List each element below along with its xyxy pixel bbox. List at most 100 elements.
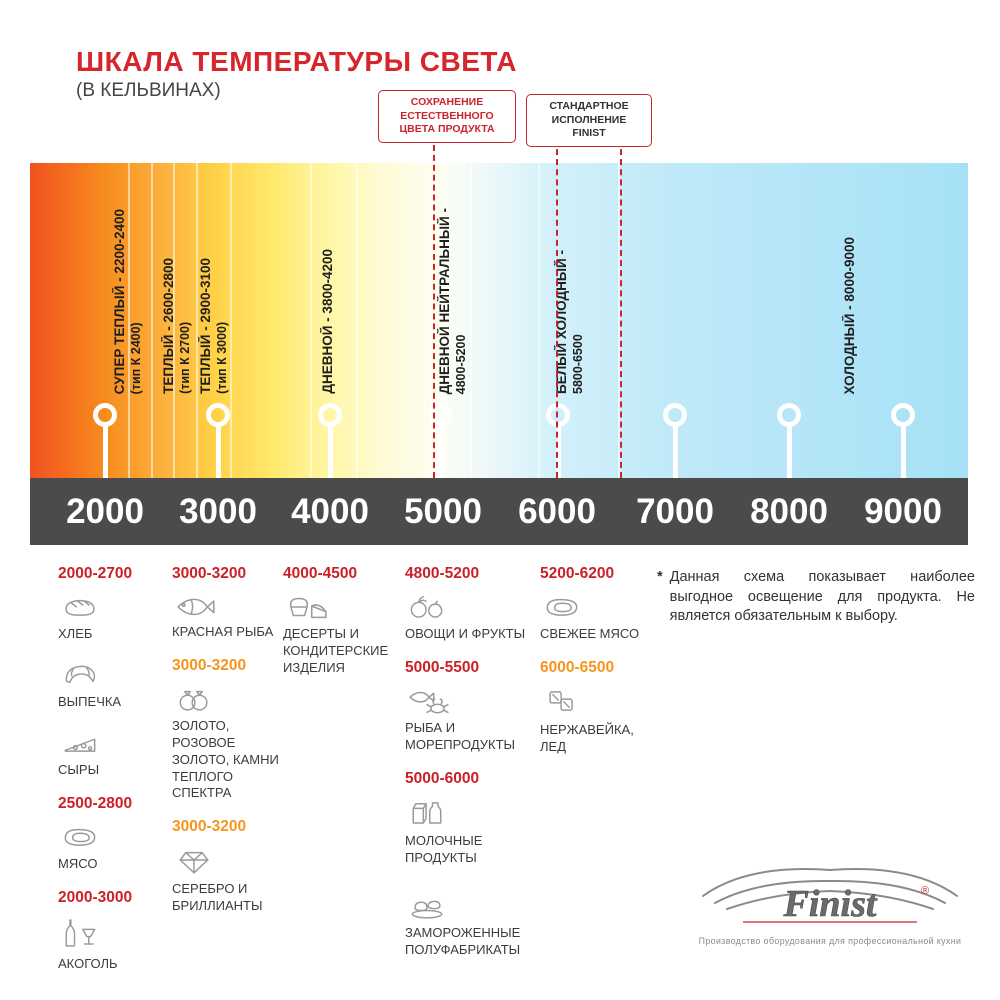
dashed-line-4900 <box>433 145 435 478</box>
food-item: ДЕСЕРТЫ И КОНДИТЕРСКИЕ ИЗДЕЛИЯ <box>283 589 395 677</box>
marker-5000 <box>428 403 452 427</box>
brand-logo: Finist ® Производство оборудования для п… <box>685 858 975 946</box>
range-badge: 2000-2700 <box>58 565 133 582</box>
fruits-icon <box>410 596 443 618</box>
food-label: ЗОЛОТО, РОЗОВОЕ ЗОЛОТО, КАМНИ ТЕПЛОГО СП… <box>172 717 279 801</box>
food-column-3: 4000-4500 ДЕСЕРТЫ И КОНДИТЕРСКИЕ ИЗДЕЛИЯ <box>283 565 395 691</box>
food-column-4: 4800-5200 ОВОЩИ И ФРУКТЫ 5000-5500 РЫБА … <box>405 565 533 973</box>
marker-stem <box>215 425 221 478</box>
food-label: ЗАМОРОЖЕННЫЕ ПОЛУФАБРИКАТЫ <box>405 925 521 958</box>
range-badge: 2500-2800 <box>58 794 133 812</box>
marker-stem <box>327 425 333 478</box>
ice-cubes-icon <box>549 690 573 711</box>
segment-label-super-warm: СУПЕР ТЕПЛЫЙ - 2200-2400 (тип К 2400) <box>112 208 143 394</box>
callout-line: ЕСТЕСТВЕННОГО <box>400 109 494 122</box>
range-badge: 5000-6000 <box>405 769 480 787</box>
callout-natural-color: СОХРАНЕНИЕ ЕСТЕСТВЕННОГО ЦВЕТА ПРОДУКТА <box>378 90 516 143</box>
kelvin-axis: 2000 3000 4000 5000 6000 7000 8000 9000 <box>30 478 968 545</box>
food-label: МОЛОЧНЫЕ ПРОДУКТЫ <box>405 832 483 865</box>
axis-tick: 2000 <box>66 492 144 531</box>
food-column-2: 3000-3200 КРАСНАЯ РЫБА 3000-3200 ЗОЛОТО,… <box>172 565 284 929</box>
croissant-icon <box>65 665 96 683</box>
food-label: СЫРЫ <box>58 761 100 777</box>
range-badge: 6000-6500 <box>540 658 615 676</box>
callout-line: СОХРАНЕНИЕ <box>410 96 484 108</box>
dairy-icon <box>412 801 442 824</box>
brand-tagline: Производство оборудования для профессион… <box>698 936 962 946</box>
callout-line: FINIST <box>572 127 606 140</box>
range-badge: 5200-6200 <box>540 565 615 582</box>
marker-4000 <box>318 403 342 427</box>
meat-icon <box>64 828 96 846</box>
food-label: ВЫПЕЧКА <box>58 693 122 709</box>
rings-icon <box>179 690 208 711</box>
marker-8000 <box>777 403 801 427</box>
food-item: ХЛЕБ <box>58 589 163 643</box>
range-badge: 2000-3000 <box>58 888 133 906</box>
marker-2000 <box>93 403 117 427</box>
axis-tick: 3000 <box>179 492 257 531</box>
segment-divider <box>470 163 472 478</box>
registered-mark: ® <box>921 885 929 897</box>
food-label: АКОГОЛЬ <box>58 955 118 971</box>
food-label: ХЛЕБ <box>58 626 93 641</box>
marker-stem <box>437 425 443 478</box>
dessert-icon <box>289 597 327 619</box>
bread-icon <box>65 599 95 616</box>
food-item: ЗАМОРОЖЕННЫЕ ПОЛУФАБРИКАТЫ <box>405 888 533 959</box>
food-item: СВЕЖЕЕ МЯСО <box>540 589 645 643</box>
marker-stem <box>786 425 792 478</box>
range-badge: 5000-5500 <box>405 658 480 676</box>
range-badge: 3000-3200 <box>172 565 247 582</box>
footnote-asterisk: * <box>657 569 663 585</box>
axis-tick: 4000 <box>291 492 369 531</box>
segment-divider <box>356 163 358 478</box>
segment-divider <box>538 163 540 478</box>
diamond-icon <box>179 852 209 874</box>
marker-stem <box>672 425 678 478</box>
axis-tick: 9000 <box>864 492 942 531</box>
axis-tick: 8000 <box>750 492 828 531</box>
segment-label-warm-3000: ТЕПЛЫЙ - 2900-3100 (тип К 3000) <box>198 258 229 394</box>
callout-finist-standard: СТАНДАРТНОЕ ИСПОЛНЕНИЕ FINIST <box>526 94 652 147</box>
footnote-text: Данная схема показывает наиболее выгодно… <box>669 569 975 625</box>
axis-tick: 6000 <box>518 492 596 531</box>
callout-line: ЦВЕТА ПРОДУКТА <box>399 123 495 136</box>
marker-stem <box>900 425 906 478</box>
frozen-food-icon <box>411 901 443 920</box>
callout-line: ИСПОЛНЕНИЕ <box>551 113 627 126</box>
temperature-gradient-band: СУПЕР ТЕПЛЫЙ - 2200-2400 (тип К 2400) ТЕ… <box>30 163 968 478</box>
food-label: ОВОЩИ И ФРУКТЫ <box>405 626 526 641</box>
segment-label-daylight: ДНЕВНОЙ - 3800-4200 <box>320 249 335 394</box>
food-label: НЕРЖАВЕЙКА, ЛЕД <box>540 721 634 754</box>
food-item: МОЛОЧНЫЕ ПРОДУКТЫ <box>405 794 533 867</box>
range-badge: 4800-5200 <box>405 565 480 582</box>
food-label: МЯСО <box>58 855 98 871</box>
food-item: МЯСО <box>58 819 163 873</box>
marker-6000 <box>546 403 570 427</box>
dashed-line-6500 <box>620 139 622 478</box>
segment-divider <box>151 163 153 478</box>
segment-divider <box>173 163 175 478</box>
segment-divider <box>196 163 198 478</box>
food-item: СЕРЕБРО И БРИЛЛИАНТЫ <box>172 842 284 915</box>
page-subtitle: (В КЕЛЬВИНАХ) <box>76 80 221 101</box>
segment-divider <box>424 163 426 478</box>
fish-icon <box>177 598 215 616</box>
alcohol-icon <box>65 918 96 947</box>
segment-divider <box>618 163 620 478</box>
food-label: РЫБА И МОРЕПРОДУКТЫ <box>405 719 516 752</box>
range-badge: 3000-3200 <box>172 818 247 836</box>
callout-line: СТАНДАРТНОЕ <box>549 100 629 112</box>
axis-tick: 7000 <box>636 492 714 531</box>
food-label: КРАСНАЯ РЫБА <box>172 624 274 639</box>
dashed-line-5800 <box>556 139 558 478</box>
food-label: СВЕЖЕЕ МЯСО <box>540 626 640 641</box>
marker-stem <box>555 425 561 478</box>
food-item: ОВОЩИ И ФРУКТЫ <box>405 589 533 643</box>
food-label: СЕРЕБРО И БРИЛЛИАНТЫ <box>172 881 263 914</box>
brand-name: Finist <box>783 883 878 925</box>
food-item: РЫБА И МОРЕПРОДУКТЫ <box>405 683 533 754</box>
cheese-icon <box>64 738 96 752</box>
axis-tick: 5000 <box>404 492 482 531</box>
